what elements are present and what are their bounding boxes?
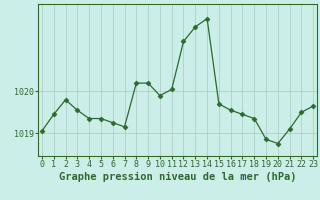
X-axis label: Graphe pression niveau de la mer (hPa): Graphe pression niveau de la mer (hPa) xyxy=(59,172,296,182)
